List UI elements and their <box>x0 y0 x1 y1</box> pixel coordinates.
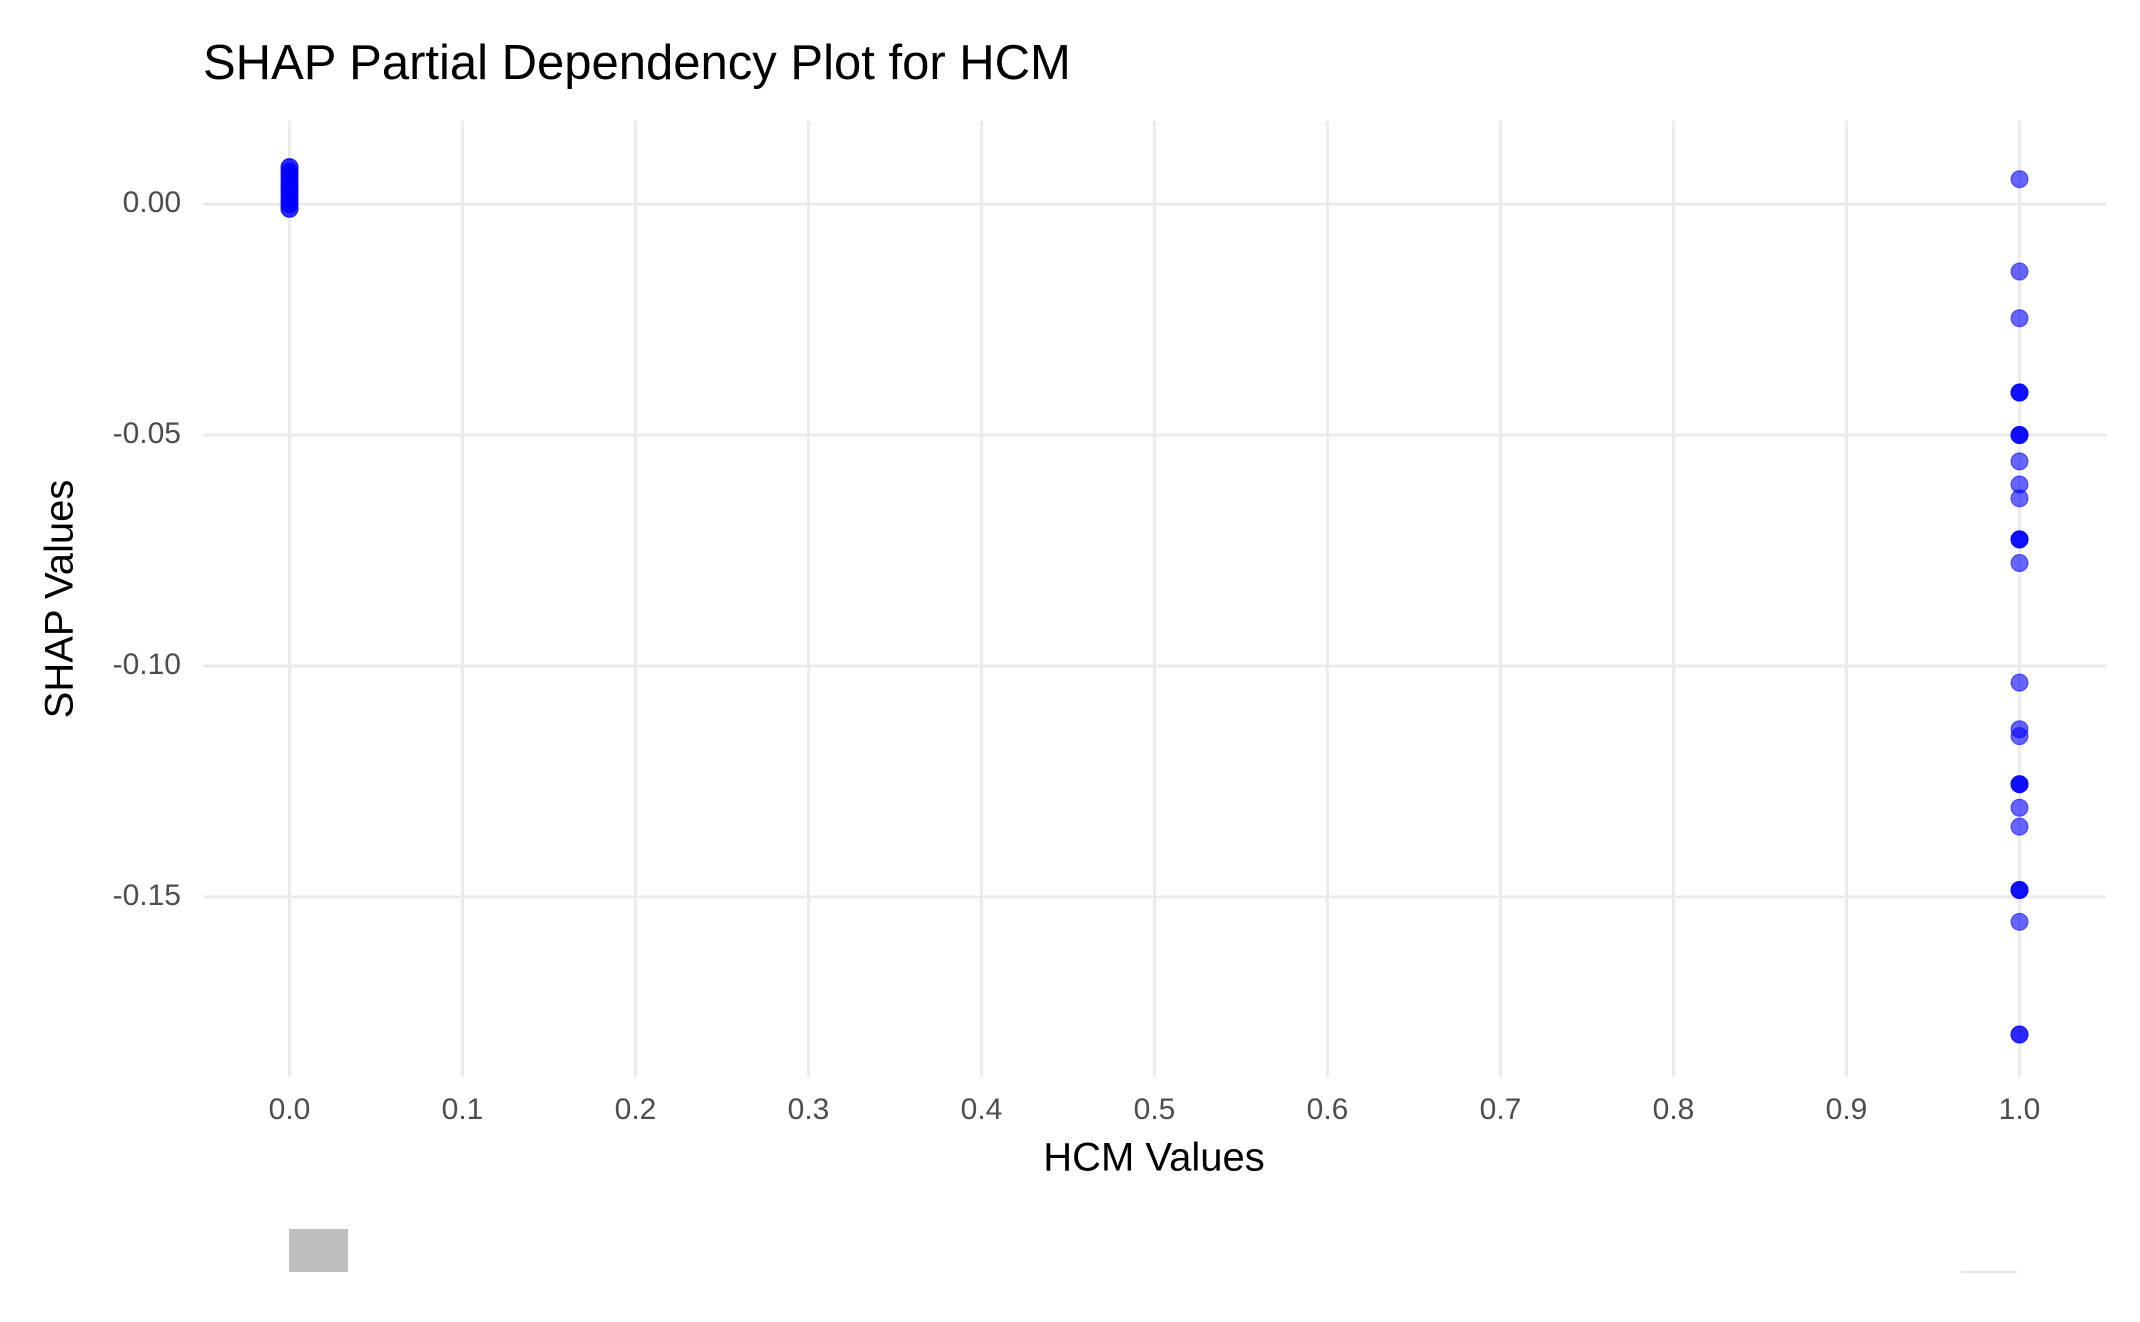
point <box>2010 798 2029 817</box>
x-tick-label: 0.6 <box>1307 1093 1349 1126</box>
x-axis-title: HCM Values <box>1043 1136 1265 1180</box>
point <box>2010 912 2029 931</box>
x-tick-label: 0.1 <box>442 1093 484 1126</box>
point <box>2010 383 2029 402</box>
points <box>280 158 2029 1044</box>
y-axis-title: SHAP Values <box>38 480 82 719</box>
x-tick-label: 0.0 <box>269 1093 311 1126</box>
point <box>2010 309 2029 328</box>
x-tick-label: 0.8 <box>1653 1093 1695 1126</box>
point <box>2010 426 2029 445</box>
x-tick-label: 0.2 <box>615 1093 657 1126</box>
x-tick-label: 0.4 <box>961 1093 1003 1126</box>
point <box>2010 170 2029 189</box>
x-tick-label: 0.3 <box>788 1093 830 1126</box>
ticks: 0.00 -0.05 -0.10 -0.15 0.0 0.1 0.2 0.3 0.4 0.5 0.6… <box>113 186 2041 1126</box>
point <box>2010 553 2029 572</box>
legend-key <box>289 1229 348 1272</box>
point <box>2010 489 2029 508</box>
point <box>2010 673 2029 692</box>
y-tick-label: -0.05 <box>113 417 181 450</box>
point <box>2010 817 2029 836</box>
point <box>2010 880 2029 899</box>
x-tick-label: 0.5 <box>1134 1093 1176 1126</box>
y-tick-label: -0.15 <box>113 879 181 912</box>
point <box>280 199 299 218</box>
point <box>2010 1025 2029 1044</box>
x-tick-label: 0.7 <box>1480 1093 1522 1126</box>
point <box>2010 727 2029 746</box>
y-tick-label: 0.00 <box>123 186 181 219</box>
grid <box>203 121 2106 1077</box>
point <box>2010 452 2029 471</box>
x-tick-label: 0.9 <box>1826 1093 1868 1126</box>
x-tick-label: 1.0 <box>1999 1093 2041 1126</box>
point <box>2010 530 2029 549</box>
point <box>2010 775 2029 794</box>
point <box>2010 262 2029 281</box>
chart-title: SHAP Partial Dependency Plot for HCM <box>203 36 1071 90</box>
y-tick-label: -0.10 <box>113 648 181 681</box>
